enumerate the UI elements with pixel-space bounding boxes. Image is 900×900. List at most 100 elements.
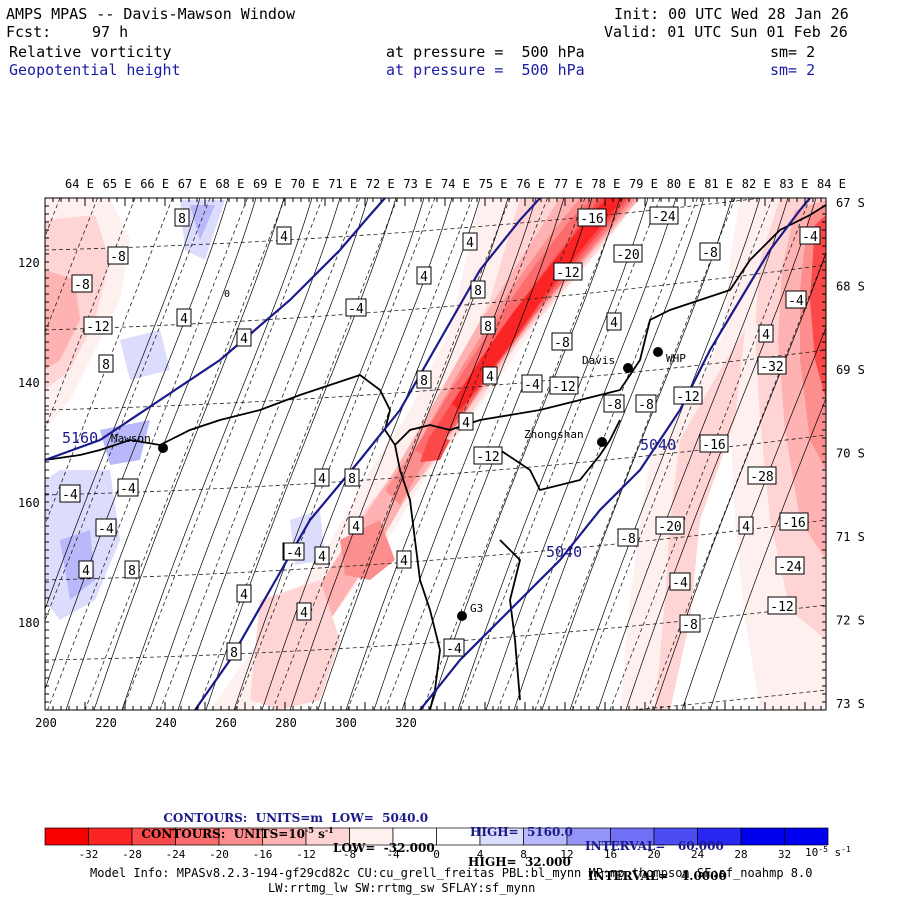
- svg-text:4: 4: [462, 416, 470, 431]
- longitude-label: 78 E: [591, 177, 620, 191]
- svg-text:-28: -28: [750, 470, 773, 485]
- vorticity-contour: [45, 198, 201, 611]
- vorticity-label: -4: [59, 484, 81, 503]
- colorbar-tick: 32: [778, 848, 791, 861]
- svg-text:4: 4: [318, 550, 326, 565]
- valid-time: Valid: 01 UTC Sun 01 Feb 26: [604, 23, 848, 41]
- field2-pressure: at pressure = 500 hPa: [386, 61, 585, 79]
- vorticity-contour: [45, 198, 229, 691]
- svg-text:-8: -8: [620, 532, 636, 547]
- colorbar-tick: -28: [122, 848, 142, 861]
- svg-text:4: 4: [300, 606, 308, 621]
- longitude-label: 77 E: [554, 177, 583, 191]
- coastline: [45, 204, 826, 461]
- colorbar-tick: 0: [433, 848, 440, 861]
- meridian-line: [47, 198, 248, 710]
- vorticity-contour: [709, 397, 826, 710]
- vorticity-label: 4: [458, 412, 474, 431]
- latitude-label: 72 S: [836, 614, 865, 628]
- svg-text:-4: -4: [802, 230, 818, 245]
- meridian-line: [497, 198, 698, 710]
- field1-smoothing: sm= 2: [770, 43, 816, 61]
- meridian-line: [459, 198, 661, 710]
- vorticity-contour: [93, 198, 285, 710]
- station-zhongshan: Zhongshan: [524, 428, 607, 447]
- vorticity-label: 4: [314, 546, 330, 565]
- longitude-label: 71 E: [328, 177, 357, 191]
- vorticity-contour: [513, 198, 705, 710]
- colorbar-tick: -8: [343, 848, 356, 861]
- x-tick-label: 300: [335, 716, 357, 730]
- svg-text:4: 4: [486, 370, 494, 385]
- colorbar-tick: 16: [604, 848, 617, 861]
- meridian-line: [422, 198, 623, 710]
- station-g3: G3: [457, 602, 483, 621]
- meridian-line: [159, 198, 361, 710]
- latitude-label: 67 S: [836, 196, 865, 210]
- svg-text:-32: -32: [760, 360, 783, 375]
- height-contours-info: CONTOURS: UNITS=m LOW= 5040.0 HIGH= 5160…: [163, 811, 724, 853]
- svg-text:-8: -8: [554, 336, 570, 351]
- longitude-label: 80 E: [667, 177, 696, 191]
- vorticity-label: 4: [276, 226, 292, 245]
- vorticity-label: 8: [98, 354, 114, 373]
- vorticity-label: 4: [296, 602, 312, 621]
- vorticity-label: -4: [95, 518, 117, 537]
- longitude-labels: 64 E 65 E 66 E 67 E 68 E 69 E 70 E 71 E 72 E 73 E…: [65, 177, 846, 191]
- vorticity-contour: [373, 198, 565, 710]
- svg-text:8: 8: [230, 646, 238, 661]
- x-tick-label: 280: [275, 716, 297, 730]
- vorticity-label: -4: [669, 572, 691, 591]
- longitude-label: 82 E: [742, 177, 771, 191]
- x-tick-label: 260: [215, 716, 237, 730]
- y-tick-labels: 120 140 160 180: [18, 256, 40, 630]
- svg-text:8: 8: [484, 320, 492, 335]
- geopotential-height-contours: [45, 198, 811, 710]
- longitude-label: 84 E: [817, 177, 846, 191]
- vorticity-label: 8: [174, 208, 190, 227]
- vorticity-contour: [569, 198, 761, 710]
- vorticity-label: 4: [78, 560, 94, 579]
- svg-text:-4: -4: [62, 488, 78, 503]
- meridian-line: [84, 198, 286, 710]
- longitude-label: 65 E: [103, 177, 132, 191]
- svg-text:4: 4: [82, 564, 90, 579]
- vorticity-label: 8: [344, 468, 360, 487]
- vorticity-label: -4: [785, 290, 807, 309]
- latitude-labels: 67 S 68 S 69 S 70 S 71 S 72 S 73 S: [836, 196, 865, 711]
- meridian-line: [347, 198, 548, 710]
- svg-text:-8: -8: [638, 398, 654, 413]
- vorticity-contour: [625, 198, 817, 710]
- svg-text:8: 8: [102, 358, 110, 373]
- colorbar-segment: [740, 827, 785, 846]
- vorticity-contour: [205, 198, 397, 710]
- vorticity-contour: [485, 198, 677, 710]
- vorticity-label: -4: [799, 226, 821, 245]
- station-mawson: Mawson: [111, 432, 168, 453]
- station-whp: WHP: [653, 347, 686, 365]
- svg-text:4: 4: [318, 472, 326, 487]
- vorticity-contour: [317, 198, 509, 710]
- vorticity-label: -12: [549, 376, 579, 395]
- meridian-line: [45, 198, 136, 430]
- vorticity-label: 4: [396, 550, 412, 569]
- svg-text:8: 8: [420, 374, 428, 389]
- svg-text:-12: -12: [770, 600, 793, 615]
- vorticity-label: -8: [679, 614, 701, 633]
- longitude-label: 73 E: [403, 177, 432, 191]
- colorbar-tick: -32: [79, 848, 99, 861]
- longitude-label: 81 E: [704, 177, 733, 191]
- vorticity-label: 8: [416, 370, 432, 389]
- colorbar-tick: 28: [734, 848, 747, 861]
- svg-text:G3: G3: [470, 602, 483, 615]
- parallel-lines: [45, 198, 826, 710]
- y-tick-label: 160: [18, 496, 40, 510]
- svg-text:4: 4: [762, 328, 770, 343]
- vorticity-label: 4: [314, 468, 330, 487]
- vorticity-label: 8: [480, 316, 496, 335]
- svg-text:-16: -16: [702, 438, 725, 453]
- y-tick-label: 180: [18, 616, 40, 630]
- x-tick-labels: 200 220 240 260 280 300 320: [35, 716, 417, 730]
- colorbar-tick: -16: [253, 848, 273, 861]
- vorticity-label: -24: [775, 556, 805, 575]
